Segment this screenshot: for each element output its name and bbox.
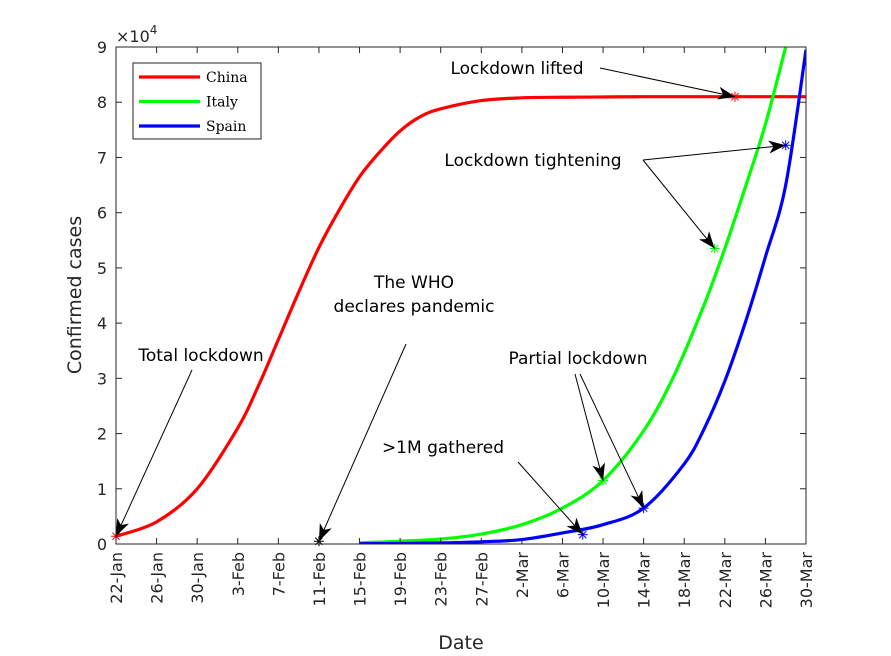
legend-label: China	[206, 70, 248, 86]
annotation-arrow-line	[574, 373, 604, 481]
data-marker	[577, 529, 588, 540]
annotation-text: The WHO	[373, 273, 454, 293]
annotation-text: declares pandemic	[334, 297, 495, 317]
legend-label: Italy	[206, 95, 238, 111]
annotation-text: Lockdown lifted	[450, 59, 583, 79]
annotation-arrow-line	[318, 343, 407, 542]
annotation-arrowhead	[566, 517, 583, 535]
annotation-arrowhead	[592, 462, 606, 481]
annotation-arrowhead	[630, 489, 644, 509]
x-axis-label: Date	[438, 632, 483, 654]
y-tick-label: 9	[97, 38, 107, 57]
y-axis: 0 1 2 3 4 5 6 7 8 9	[97, 38, 806, 554]
y-tick-label: 4	[97, 314, 107, 333]
x-tick-label: 11-Feb	[310, 552, 329, 606]
x-tick-label: 22-Mar	[716, 552, 735, 609]
series-line-china	[116, 95, 806, 538]
y-tick-label: 6	[97, 204, 107, 223]
y-tick-label: 1	[97, 480, 107, 499]
x-tick-label: 3-Feb	[229, 552, 248, 596]
x-tick-label: 15-Feb	[351, 552, 370, 606]
data-marker	[780, 140, 791, 151]
annotation-arrow-line	[517, 461, 584, 535]
x-tick-label: 27-Feb	[472, 552, 491, 606]
series-layer	[116, 47, 806, 544]
legend-label: Spain	[206, 119, 246, 135]
x-tick-label: 2-Mar	[513, 552, 532, 599]
x-axis: 22-Jan 26-Jan 30-Jan 3-Feb 7-Feb 11-Feb 15-Feb…	[107, 47, 816, 608]
y-tick-label: 3	[97, 369, 107, 388]
y-tick-label: 7	[97, 148, 107, 167]
x-tick-label: 23-Feb	[432, 552, 451, 606]
annotation-arrow-line	[642, 159, 716, 249]
x-tick-label: 30-Mar	[797, 552, 816, 609]
legend: China Italy Spain	[132, 62, 262, 140]
x-tick-label: 30-Jan	[188, 552, 207, 604]
y-tick-label: 0	[97, 535, 107, 554]
series-line-italy	[359, 47, 788, 544]
y-axis-label: Confirmed cases	[64, 216, 86, 374]
data-marker	[729, 91, 740, 102]
x-tick-label: 7-Feb	[269, 552, 288, 596]
annotation-text: Total lockdown	[137, 346, 263, 366]
y-tick-label: 2	[97, 425, 107, 444]
annotation-text: Lockdown tightening	[444, 151, 621, 171]
x-tick-label: 22-Jan	[107, 552, 126, 604]
annotation-arrowhead	[716, 86, 735, 100]
annotation-arrowhead	[116, 518, 129, 537]
annotation-arrowhead	[698, 231, 715, 249]
x-tick-label: 19-Feb	[391, 552, 410, 606]
annotation-arrowhead	[768, 140, 786, 154]
y-tick-label: 5	[97, 259, 107, 278]
annotation-arrow-line	[579, 373, 645, 509]
y-exponent-label: ×104	[116, 23, 157, 46]
annotation-text: >1M gathered	[382, 438, 504, 458]
y-tick-label: 8	[97, 93, 107, 112]
x-tick-label: 10-Mar	[594, 552, 613, 609]
data-marker	[638, 503, 649, 514]
x-tick-label: 6-Mar	[553, 552, 572, 599]
series-line-spain	[359, 49, 806, 544]
annotation-arrowhead	[318, 523, 332, 542]
annotation-arrow-line	[115, 369, 193, 537]
annotations-layer: Total lockdown The WHO declares pandemic >1…	[115, 59, 786, 542]
x-tick-label: 14-Mar	[635, 552, 654, 609]
x-tick-label: 18-Mar	[675, 552, 694, 609]
annotation-arrow-line	[599, 67, 736, 98]
plot-frame	[115, 46, 807, 545]
annotation-text: Partial lockdown	[508, 349, 647, 369]
annotation-arrow-line	[642, 144, 786, 161]
x-tick-label: 26-Jan	[148, 552, 167, 604]
x-tick-label: 26-Mar	[756, 552, 775, 609]
